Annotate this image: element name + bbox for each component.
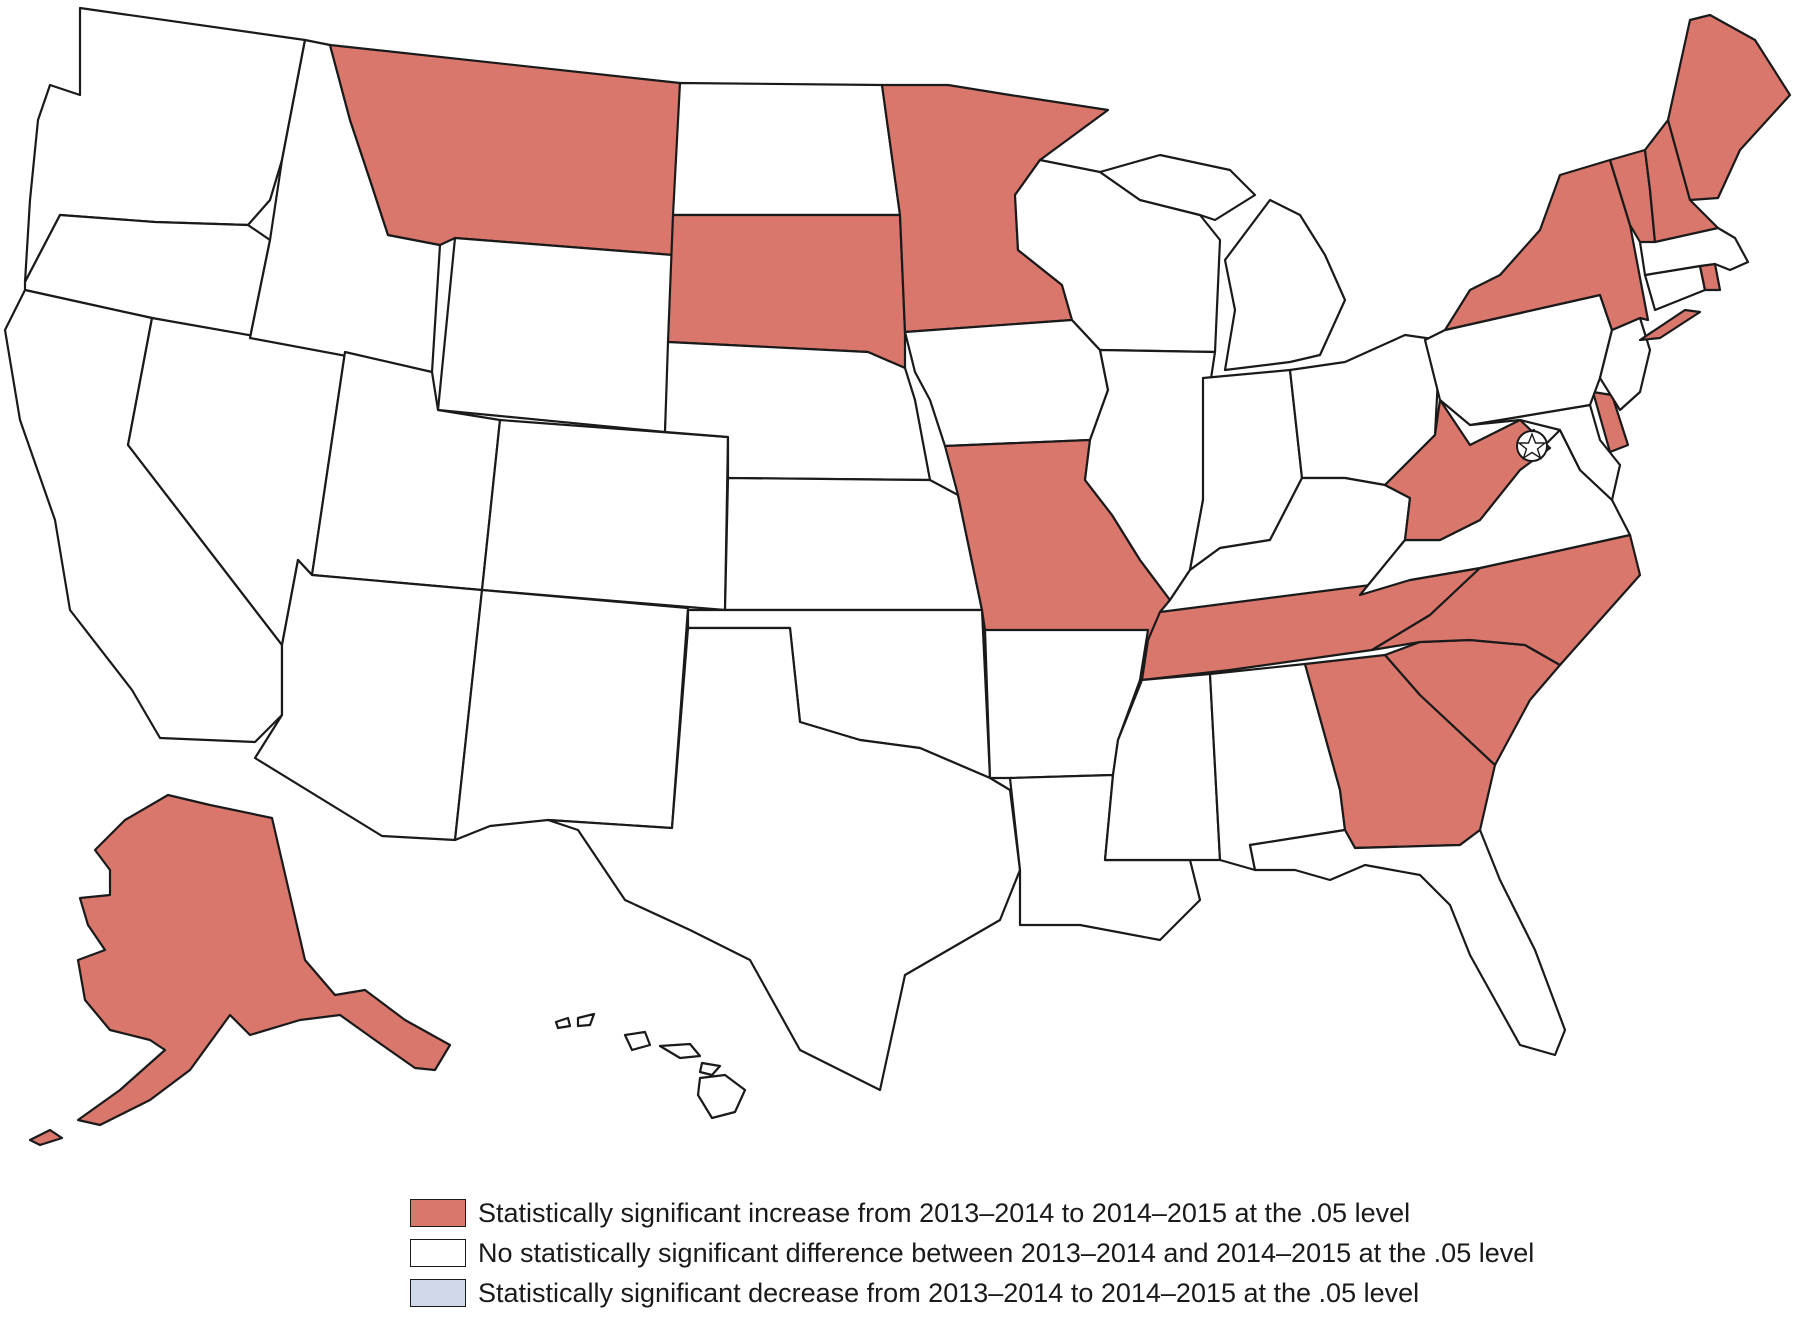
capital-star-icon (1516, 430, 1548, 462)
state-colorado (480, 418, 730, 612)
state-delaware (1591, 390, 1630, 454)
legend-item-increase: Statistically significant increase from … (410, 1193, 1610, 1233)
legend-label-decrease: Statistically significant decrease from … (478, 1277, 1420, 1308)
legend-swatch-decrease (410, 1279, 466, 1307)
state-maryland (1468, 403, 1622, 502)
state-north-dakota (671, 81, 902, 217)
legend-item-no-difference: No statistically significant difference … (410, 1233, 1610, 1273)
legend-swatch-increase (410, 1199, 466, 1227)
states-layer (3, 6, 1792, 1147)
state-texas (546, 626, 1022, 1092)
legend-label-no-difference: No statistically significant difference … (478, 1237, 1535, 1268)
state-arizona (253, 558, 484, 842)
state-hawaii (554, 1012, 747, 1120)
legend-swatch-no-difference (410, 1239, 466, 1267)
legend-label-increase: Statistically significant increase from … (478, 1197, 1411, 1228)
state-iowa (903, 318, 1110, 448)
state-michigan (1098, 153, 1347, 372)
state-maine (1666, 13, 1792, 202)
state-kansas (723, 476, 984, 612)
state-alaska (28, 793, 452, 1147)
legend-item-decrease: Statistically significant decrease from … (410, 1273, 1610, 1313)
legend: Statistically significant increase from … (410, 1193, 1610, 1313)
state-florida (1248, 828, 1567, 1057)
state-new-mexico (453, 588, 690, 842)
state-wyoming (436, 236, 675, 434)
